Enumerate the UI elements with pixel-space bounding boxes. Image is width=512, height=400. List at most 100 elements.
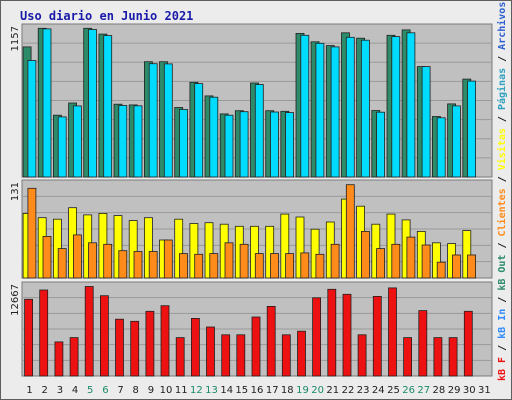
x-tick-day-7: 7 xyxy=(117,385,123,396)
legend-item-clientes: Clientes xyxy=(496,188,508,236)
x-tick-day-3: 3 xyxy=(57,385,63,396)
bar-visits-visitas-day-28 xyxy=(431,242,441,279)
bar-visits-clientes-day-25 xyxy=(391,243,401,279)
bar-visits-visitas-day-8 xyxy=(128,220,138,279)
bar-visits-clientes-day-29 xyxy=(451,254,461,279)
bar-hits-archivos-day-29 xyxy=(451,105,461,178)
legend-separator: / xyxy=(497,291,508,309)
bar-visits-visitas-day-16 xyxy=(250,225,259,279)
legend-separator: / xyxy=(497,1,508,2)
x-tick-day-2: 2 xyxy=(42,385,48,396)
bar-visits-clientes-day-17 xyxy=(270,253,279,279)
x-tick-day-31: 31 xyxy=(478,385,491,396)
x-tick-day-10: 10 xyxy=(160,385,173,396)
bar-kbytes-kb-f-day-4 xyxy=(69,337,79,377)
bar-visits-clientes-day-21 xyxy=(330,243,340,279)
bar-kbytes-kb-f-day-13 xyxy=(206,326,215,377)
x-tick-day-11: 11 xyxy=(175,385,188,396)
bar-kbytes-kb-f-day-27 xyxy=(418,310,428,377)
bar-kbytes-kb-f-day-6 xyxy=(100,295,109,377)
chart-title: Uso diario en Junio 2021 xyxy=(20,9,193,23)
bar-visits-clientes-day-27 xyxy=(421,244,431,279)
bar-hits-archivos-day-3 xyxy=(57,116,67,178)
bar-kbytes-kb-f-day-12 xyxy=(190,317,200,377)
x-tick-day-18: 18 xyxy=(281,385,294,396)
bar-kbytes-kb-f-day-11 xyxy=(175,337,185,377)
bar-hits-archivos-day-23 xyxy=(360,39,370,178)
x-tick-day-13: 13 xyxy=(205,385,218,396)
bar-hits-archivos-day-27 xyxy=(421,66,431,178)
bar-kbytes-kb-f-day-26 xyxy=(403,337,413,377)
x-tick-day-25: 25 xyxy=(387,385,400,396)
legend-item-kb-in: kB In xyxy=(497,309,508,339)
panel-hits-ytick-label: 1157 xyxy=(10,26,21,51)
bar-kbytes-kb-f-day-20 xyxy=(312,297,322,377)
bar-hits-archivos-day-19 xyxy=(300,34,310,178)
x-tick-day-22: 22 xyxy=(342,385,355,396)
bar-hits-archivos-day-18 xyxy=(285,112,295,178)
bar-visits-visitas-day-11 xyxy=(174,218,184,279)
bar-kbytes-kb-f-day-7 xyxy=(115,318,124,377)
bar-visits-clientes-day-13 xyxy=(209,253,219,279)
bar-visits-clientes-day-18 xyxy=(285,253,295,279)
x-tick-day-17: 17 xyxy=(266,385,279,396)
bar-kbytes-kb-f-day-15 xyxy=(236,334,246,377)
bar-hits-archivos-day-4 xyxy=(73,105,82,178)
bar-visits-clientes-day-15 xyxy=(239,243,249,279)
bar-kbytes-kb-f-day-3 xyxy=(54,341,64,377)
legend-item-p-ginas: Páginas xyxy=(496,68,508,110)
x-tick-day-27: 27 xyxy=(417,385,430,396)
bar-visits-clientes-day-9 xyxy=(148,251,158,279)
bar-kbytes-kb-f-day-22 xyxy=(342,293,352,377)
bar-visits-clientes-day-3 xyxy=(57,248,67,279)
bar-kbytes-kb-f-day-21 xyxy=(327,288,337,377)
bar-visits-clientes-day-12 xyxy=(194,253,204,279)
legend-separator: / xyxy=(497,50,508,68)
bar-visits-visitas-day-30 xyxy=(462,230,472,279)
x-tick-day-15: 15 xyxy=(235,385,248,396)
legend-item-kb-f: kB F xyxy=(497,357,508,381)
bar-visits-visitas-day-17 xyxy=(265,225,275,279)
legend-item-visitas: Visitas xyxy=(496,128,508,170)
x-tick-day-12: 12 xyxy=(190,385,203,396)
bar-visits-clientes-day-5 xyxy=(88,242,97,279)
x-tick-day-23: 23 xyxy=(357,385,370,396)
x-tick-day-1: 1 xyxy=(26,385,32,396)
bar-kbytes-kb-f-day-25 xyxy=(388,287,397,377)
panel-visits-ytick-label: 131 xyxy=(10,182,21,201)
legend-separator: / xyxy=(497,339,508,357)
x-tick-day-4: 4 xyxy=(72,385,78,396)
bar-visits-clientes-day-24 xyxy=(376,248,386,279)
bar-visits-visitas-day-13 xyxy=(204,222,214,279)
bar-visits-clientes-day-26 xyxy=(406,236,416,279)
bar-visits-clientes-day-14 xyxy=(224,242,234,279)
x-tick-day-21: 21 xyxy=(326,385,339,396)
bar-visits-clientes-day-1 xyxy=(27,187,37,279)
x-tick-day-6: 6 xyxy=(102,385,108,396)
bar-hits-archivos-day-17 xyxy=(270,111,279,178)
bar-kbytes-kb-f-day-5 xyxy=(84,286,94,377)
bar-kbytes-kb-f-day-29 xyxy=(448,337,458,377)
bar-visits-clientes-day-2 xyxy=(42,235,52,279)
x-tick-day-28: 28 xyxy=(433,385,446,396)
bar-visits-visitas-day-19 xyxy=(295,216,305,279)
bar-visits-clientes-day-22 xyxy=(345,184,355,279)
bar-visits-visitas-day-20 xyxy=(310,228,320,279)
bar-hits-archivos-day-2 xyxy=(42,28,52,178)
bar-hits-archivos-day-1 xyxy=(27,60,37,178)
bar-hits-archivos-day-26 xyxy=(406,32,416,178)
bar-kbytes-kb-f-day-2 xyxy=(39,289,49,377)
bar-kbytes-kb-f-day-28 xyxy=(433,337,443,377)
bar-visits-clientes-day-30 xyxy=(467,254,477,279)
bar-kbytes-kb-f-day-14 xyxy=(221,334,231,377)
bar-hits-archivos-day-7 xyxy=(118,105,128,178)
x-tick-day-29: 29 xyxy=(448,385,461,396)
bar-visits-clientes-day-8 xyxy=(133,251,143,279)
bar-visits-clientes-day-20 xyxy=(315,253,325,279)
bar-visits-clientes-day-28 xyxy=(436,261,446,279)
bar-visits-clientes-day-7 xyxy=(118,250,128,279)
bar-visits-clientes-day-19 xyxy=(300,252,310,279)
legend: kB F / kB In / kB Out / Clientes / Visit… xyxy=(496,1,508,381)
bar-kbytes-kb-f-day-1 xyxy=(24,298,34,377)
